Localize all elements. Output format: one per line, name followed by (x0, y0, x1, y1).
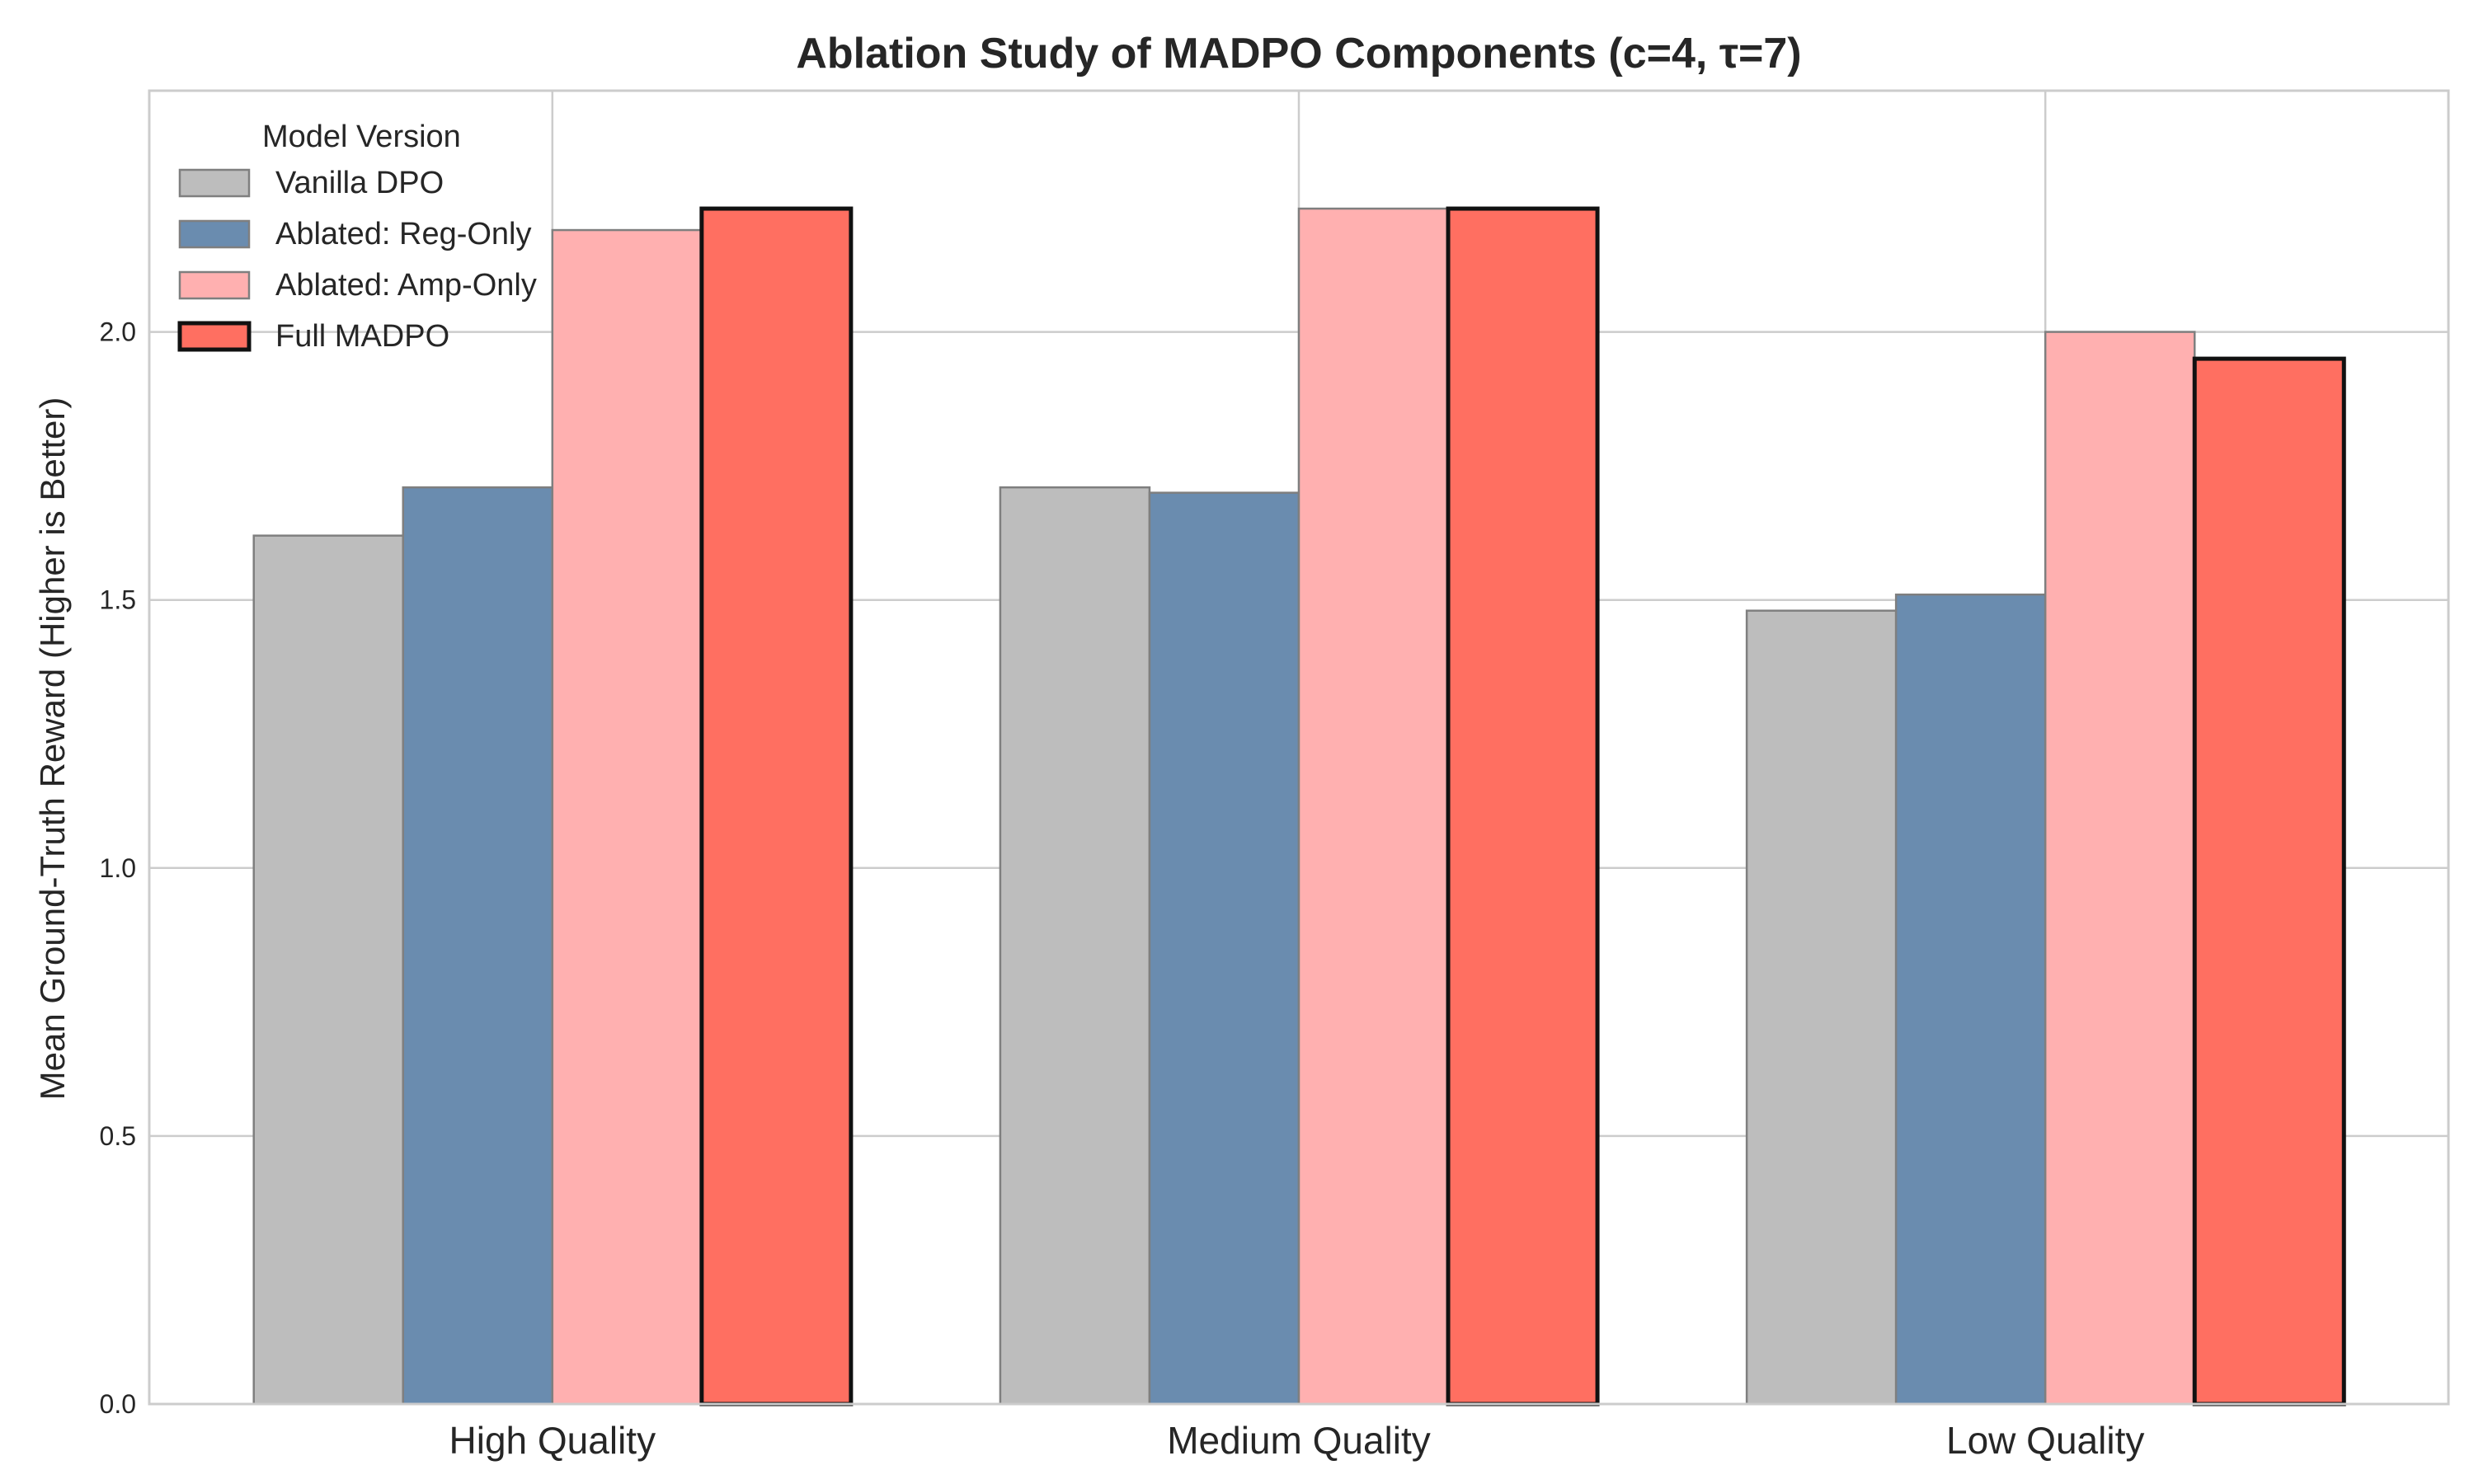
legend-title: Model Version (262, 120, 461, 154)
y-tick-label: 0.5 (100, 1121, 136, 1151)
bars-layer (252, 206, 2346, 1407)
legend-swatch (178, 270, 251, 300)
ticks-layer: 0.0 0.5 1.0 1.5 2.0 High Quality Medium Qualit… (100, 317, 2145, 1462)
bar-ablated-amp-only (1297, 207, 1450, 1406)
bar-ablated-reg-only (1148, 491, 1300, 1406)
x-tick-label: Medium Quality (1167, 1419, 1431, 1462)
legend-label: Ablated: Amp-Only (275, 268, 537, 303)
bar-full-madpo (1446, 206, 1600, 1407)
legend-label: Full MADPO (275, 319, 449, 354)
legend-label: Ablated: Reg-Only (275, 217, 532, 251)
x-tick-label: Low Quality (1946, 1419, 2144, 1462)
legend-swatch (177, 321, 252, 352)
legend-swatch (178, 168, 251, 198)
y-tick-label: 1.0 (100, 853, 136, 883)
y-tick-label: 1.5 (100, 585, 136, 615)
plot-frame (148, 89, 2450, 1406)
bar-full-madpo (2192, 356, 2346, 1407)
chart-title: Ablation Study of MADPO Components (c=4,… (796, 30, 1801, 77)
x-tick-label: High Quality (449, 1419, 656, 1462)
bar-vanilla-dpo (999, 486, 1151, 1406)
bar-vanilla-dpo (252, 534, 405, 1406)
y-tick-label: 0.0 (100, 1389, 136, 1419)
bar-full-madpo (699, 206, 854, 1407)
y-axis-label: Mean Ground-Truth Reward (Higher is Bett… (33, 397, 72, 1101)
legend-label: Vanilla DPO (275, 166, 444, 200)
bar-ablated-amp-only (551, 228, 703, 1406)
bar-vanilla-dpo (1745, 609, 1898, 1406)
y-tick-label: 2.0 (100, 317, 136, 347)
bar-ablated-amp-only (2044, 331, 2196, 1406)
bar-ablated-reg-only (402, 486, 554, 1406)
legend: Model Version Vanilla DPO Ablated: Reg-On… (177, 120, 537, 354)
legend-swatch (178, 219, 251, 249)
bar-ablated-reg-only (1894, 593, 2047, 1406)
